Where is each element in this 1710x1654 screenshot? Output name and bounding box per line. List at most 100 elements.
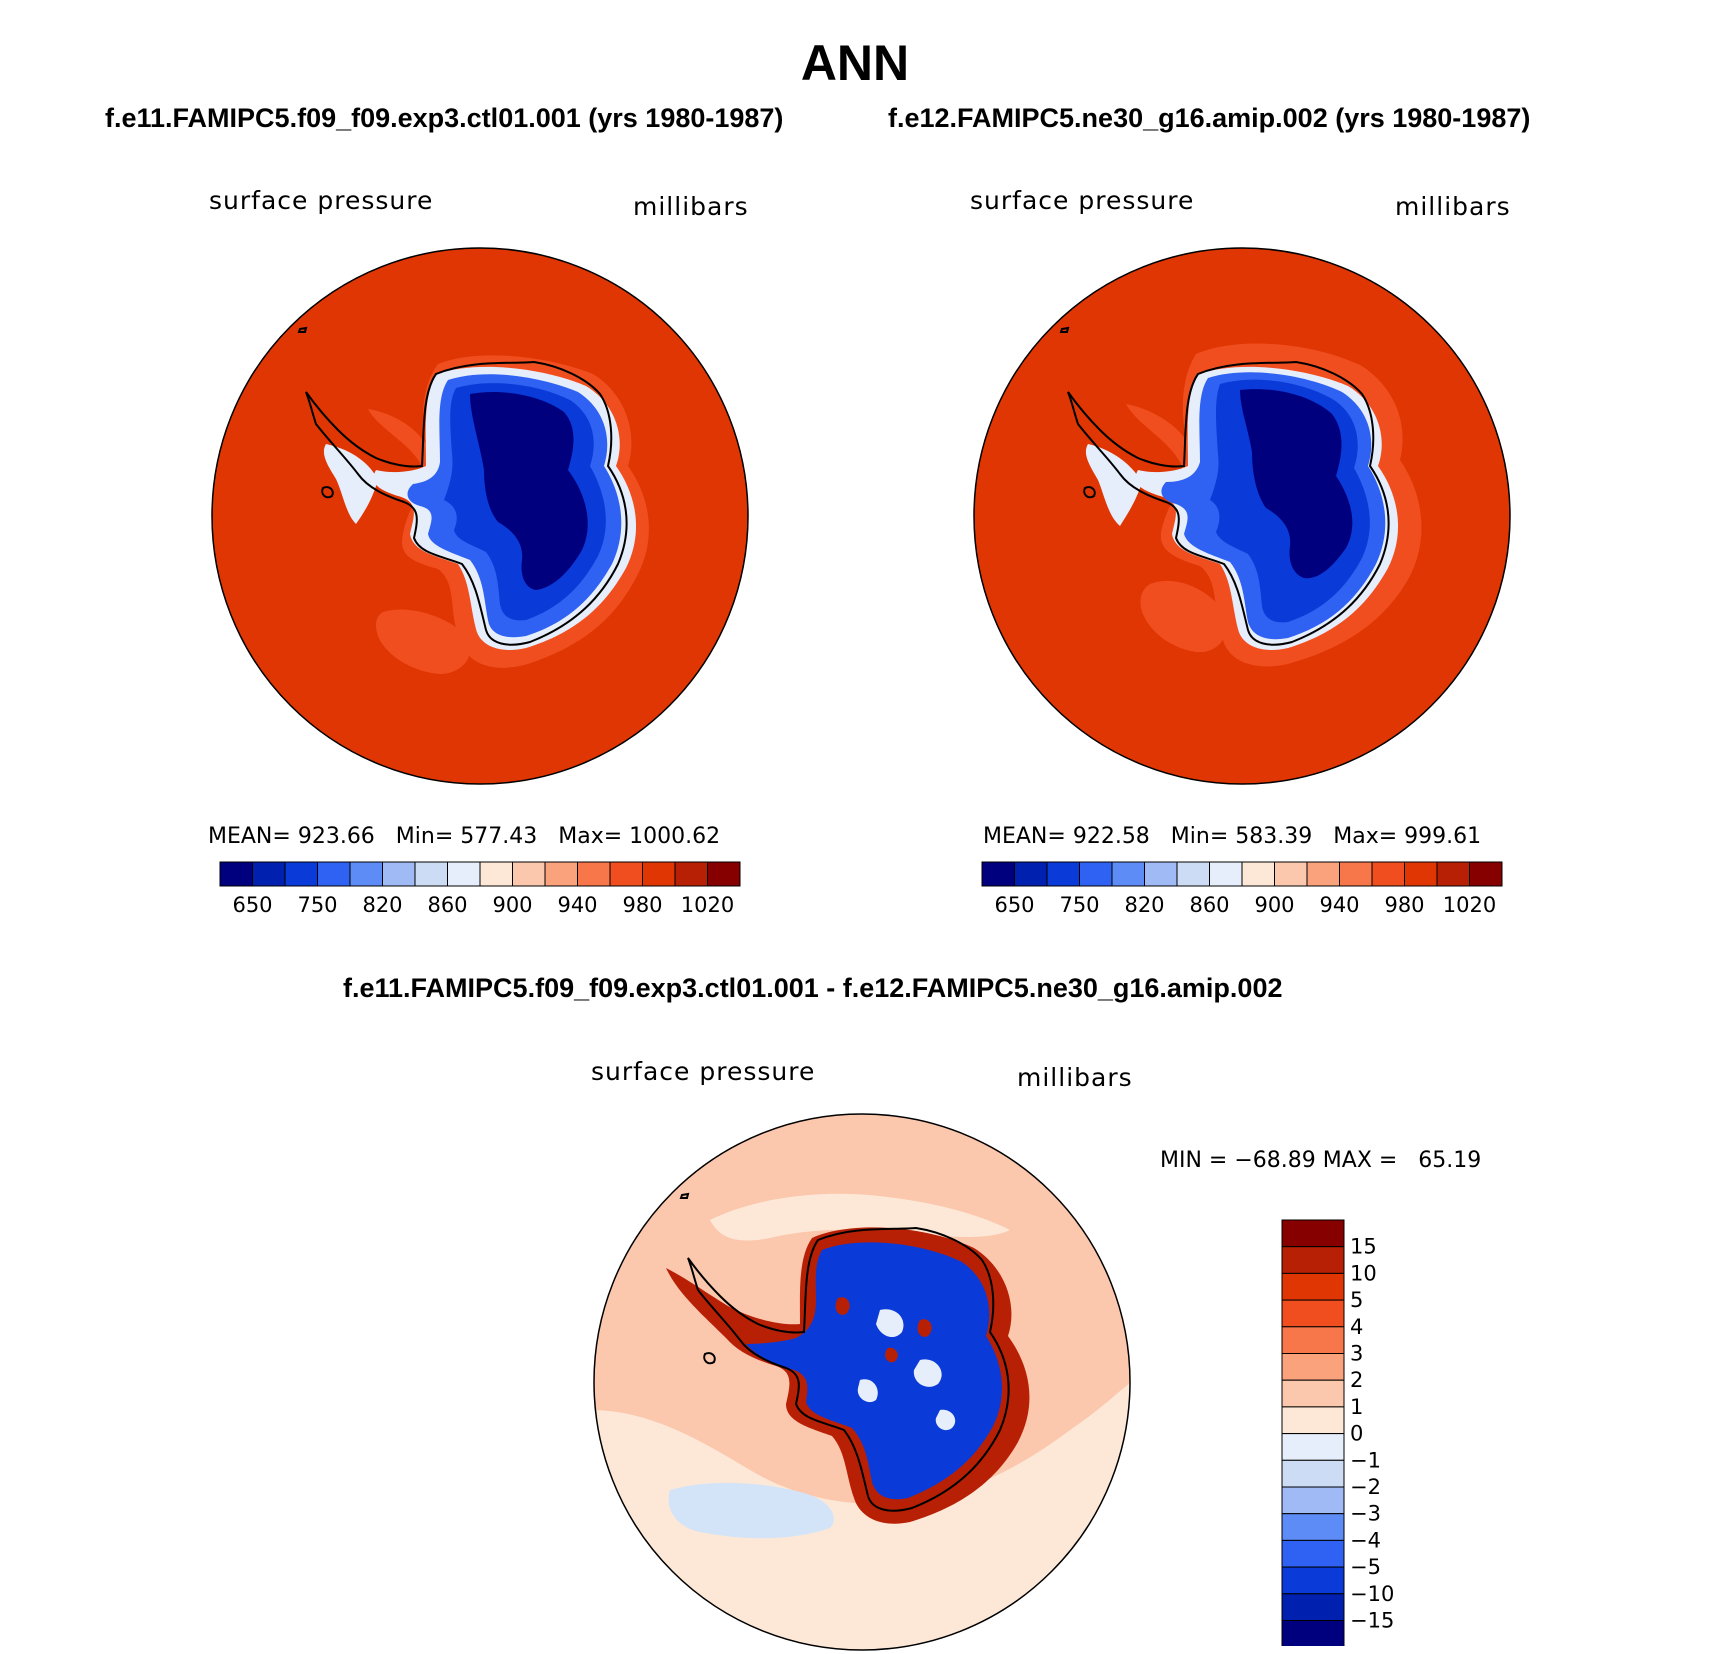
colorbar-cell xyxy=(1079,861,1113,887)
colorbar-tick-label: 4 xyxy=(1350,1315,1363,1339)
colorbar-cell xyxy=(1281,1620,1345,1646)
colorbar-cell xyxy=(707,861,741,887)
left-colorbar: 650 750 820 860 900 940 980 1020 xyxy=(219,861,741,917)
diff-case-title: f.e11.FAMIPC5.f09_f09.exp3.ctl01.001 - f… xyxy=(343,973,1283,1003)
colorbar-cell xyxy=(414,861,448,887)
island-small xyxy=(679,1192,690,1199)
colorbar-tick-label: 650 xyxy=(232,893,272,917)
colorbar-tick-label: −4 xyxy=(1350,1528,1381,1552)
colorbar-cell xyxy=(1111,861,1145,887)
colorbar-tick-label: −10 xyxy=(1350,1582,1394,1606)
antarctica-coastline xyxy=(305,360,628,646)
right-variable-label: surface pressure xyxy=(970,186,1195,215)
diff-min-label: MIN = xyxy=(1160,1148,1228,1173)
left-max-label: Max= xyxy=(558,824,623,849)
colorbar-cell xyxy=(1209,861,1243,887)
colorbar-cell xyxy=(577,861,611,887)
colorbar-tick-label: 900 xyxy=(1254,893,1294,917)
left-min-label: Min= xyxy=(395,824,454,849)
colorbar-cell xyxy=(284,861,318,887)
colorbar-cell xyxy=(219,861,253,887)
colorbar-cell xyxy=(447,861,481,887)
colorbar-cell xyxy=(1281,1326,1345,1355)
island-side xyxy=(594,1253,603,1272)
colorbar-cell xyxy=(1281,1566,1345,1595)
diff-blue-interior xyxy=(746,1242,1003,1500)
right-stats: MEAN= 922.58 Min= 583.39 Max= 999.61 xyxy=(983,824,1481,849)
colorbar-tick-label: 820 xyxy=(1124,893,1164,917)
colorbar-cell xyxy=(1371,861,1405,887)
island-side xyxy=(212,387,221,406)
colorbar-cell xyxy=(1281,1486,1345,1515)
colorbar-tick-label: 1020 xyxy=(1443,893,1496,917)
colorbar-tick-label: 1 xyxy=(1350,1395,1363,1419)
colorbar-tick-label: 2 xyxy=(1350,1368,1363,1392)
orange-patch xyxy=(375,609,471,674)
colorbar-cell xyxy=(674,861,708,887)
colorbar-cell xyxy=(1281,1379,1345,1408)
colorbar-tick-label: 820 xyxy=(362,893,402,917)
diff-light-north xyxy=(710,1193,1010,1241)
diff-polar-map xyxy=(593,1113,1131,1651)
colorbar-cell xyxy=(609,861,643,887)
ice-core xyxy=(470,392,588,590)
island xyxy=(703,1352,716,1365)
left-min-value: 577.43 xyxy=(460,824,538,849)
diff-max-label: MAX = xyxy=(1322,1148,1398,1173)
colorbar-cell xyxy=(1281,1433,1345,1461)
orange-patch xyxy=(1140,580,1227,653)
left-stats: MEAN= 923.66 Min= 577.43 Max= 1000.62 xyxy=(208,824,720,849)
colorbar-tick-label: 860 xyxy=(1189,893,1229,917)
colorbar-tick-label: −15 xyxy=(1350,1609,1394,1633)
colorbar-tick-label: 860 xyxy=(427,893,467,917)
antarctica-coastline xyxy=(687,1226,1010,1512)
colorbar-cell xyxy=(1306,861,1340,887)
left-units-label: millibars xyxy=(633,192,749,221)
colorbar-tick-label: 5 xyxy=(1350,1288,1363,1312)
diff-light-band xyxy=(594,1380,1130,1650)
colorbar-tick-label: −1 xyxy=(1350,1448,1381,1472)
colorbar-tick-label: 10 xyxy=(1350,1261,1377,1285)
colorbar-cell xyxy=(1281,1299,1345,1328)
island xyxy=(321,486,334,499)
island-small xyxy=(1059,326,1070,333)
right-units-label: millibars xyxy=(1395,192,1511,221)
colorbar-cell xyxy=(1281,1539,1345,1568)
right-polar-map xyxy=(973,247,1511,785)
colorbar-cell xyxy=(1281,1513,1345,1541)
colorbar-tick-label: 0 xyxy=(1350,1422,1363,1446)
colorbar-tick-label: −5 xyxy=(1350,1555,1381,1579)
colorbar-cell xyxy=(317,861,351,887)
figure-title: ANN xyxy=(800,35,910,91)
colorbar-cell xyxy=(544,861,578,887)
colorbar-cell xyxy=(1241,861,1275,887)
diff-light-patches xyxy=(857,1309,956,1431)
left-polar-map xyxy=(211,247,749,785)
colorbar-cell xyxy=(1281,1406,1345,1435)
colorbar-cell xyxy=(1339,861,1373,887)
peninsula-ice xyxy=(1085,444,1142,526)
island-small xyxy=(297,326,308,333)
colorbar-cell xyxy=(1281,1219,1345,1248)
left-mean-value: 923.66 xyxy=(297,824,375,849)
colorbar-cell xyxy=(1046,861,1080,887)
right-mean-value: 922.58 xyxy=(1072,824,1150,849)
ice-core xyxy=(1240,389,1353,579)
diff-max-value: 65.19 xyxy=(1418,1148,1482,1173)
colorbar-tick-label: 15 xyxy=(1350,1235,1377,1259)
colorbar-tick-label: 940 xyxy=(1319,893,1359,917)
diff-red-spots xyxy=(835,1297,932,1363)
colorbar-cell xyxy=(1281,1272,1345,1301)
colorbar-cell xyxy=(1436,861,1470,887)
right-case-title: f.e12.FAMIPC5.ne30_g16.amip.002 (yrs 198… xyxy=(888,103,1531,133)
colorbar-tick-label: 650 xyxy=(994,893,1034,917)
diff-blue-patch xyxy=(668,1482,834,1539)
colorbar-cell xyxy=(1014,861,1048,887)
colorbar-cell xyxy=(1281,1459,1345,1488)
colorbar-tick-label: 1020 xyxy=(681,893,734,917)
colorbar-tick-label: 980 xyxy=(1384,893,1424,917)
colorbar-cell xyxy=(252,861,286,887)
colorbar-cell xyxy=(1176,861,1210,887)
diff-variable-label: surface pressure xyxy=(591,1057,816,1086)
